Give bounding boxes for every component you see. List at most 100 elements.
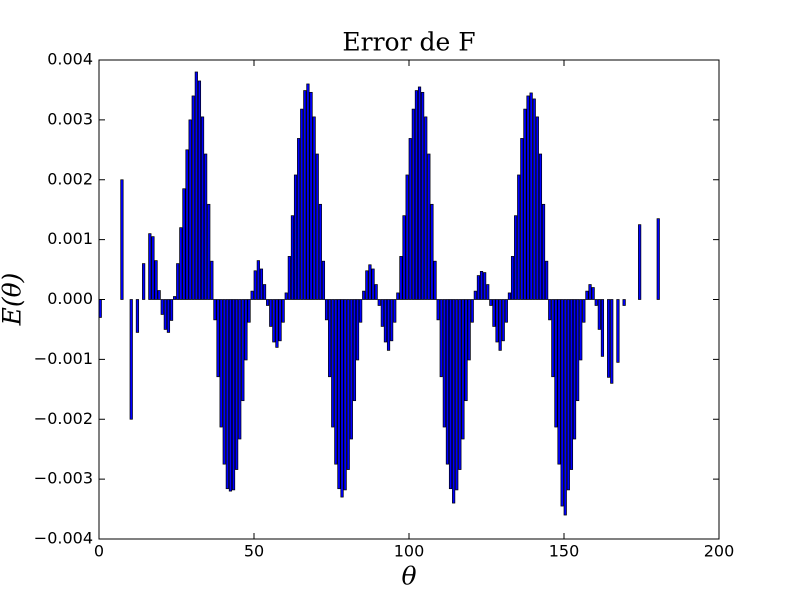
bar	[557, 299, 561, 465]
y-tick-label: 0.002	[47, 169, 93, 188]
x-tick-label: 150	[549, 542, 580, 561]
bar	[520, 138, 524, 300]
bar	[600, 299, 605, 357]
bar	[197, 80, 202, 300]
bar	[151, 236, 155, 300]
bar	[436, 299, 440, 321]
bar	[498, 299, 502, 351]
bar	[278, 299, 282, 342]
bar	[479, 271, 484, 300]
x-tick-label: 50	[244, 542, 264, 561]
bar	[362, 290, 366, 300]
bar	[383, 299, 388, 343]
bar	[445, 299, 450, 465]
bar	[129, 299, 133, 420]
bar	[461, 299, 465, 440]
bar	[210, 260, 214, 300]
bar	[399, 256, 403, 300]
bar	[421, 91, 425, 300]
bar	[517, 174, 521, 300]
bar	[324, 299, 329, 321]
bar	[204, 153, 208, 300]
bar	[247, 299, 251, 323]
x-tick-label: 200	[704, 542, 735, 561]
bar	[526, 95, 530, 300]
bar	[532, 98, 536, 300]
bar	[386, 299, 391, 351]
bar	[176, 263, 180, 300]
bar	[219, 299, 223, 428]
x-tick-label: 100	[394, 542, 425, 561]
bar	[275, 299, 279, 348]
bar	[514, 215, 518, 300]
bar	[452, 299, 456, 504]
bar	[405, 174, 409, 300]
bar	[368, 264, 372, 300]
bar	[343, 299, 347, 491]
bar	[241, 299, 245, 402]
bar	[371, 268, 375, 300]
y-tick-label: 0.000	[47, 289, 93, 308]
bar	[231, 299, 236, 491]
bar	[374, 284, 378, 300]
bar	[297, 138, 301, 300]
bar	[566, 299, 570, 491]
bar	[510, 256, 515, 300]
bar	[200, 116, 205, 300]
bar	[424, 116, 428, 300]
bar	[306, 83, 310, 300]
bar	[483, 272, 487, 300]
bar	[656, 218, 660, 300]
bar	[331, 299, 335, 428]
bar	[346, 299, 350, 470]
bar	[340, 299, 344, 498]
bar	[585, 290, 589, 300]
bar	[287, 256, 291, 300]
bar	[157, 290, 161, 300]
bar	[507, 292, 512, 300]
bar	[545, 260, 549, 300]
bar	[163, 299, 167, 330]
bar	[269, 299, 273, 327]
bar	[538, 153, 543, 300]
bar	[572, 299, 577, 440]
bar	[169, 299, 174, 321]
bar	[225, 299, 229, 490]
bar	[551, 299, 555, 378]
bar	[321, 260, 326, 300]
bar	[393, 299, 397, 323]
bar	[259, 268, 264, 300]
bar	[408, 138, 412, 300]
bar	[235, 299, 239, 470]
y-tick-label: 0.003	[47, 109, 93, 128]
y-tick-label: −0.003	[34, 469, 93, 488]
bar	[120, 179, 124, 300]
x-tick-label: 0	[94, 542, 104, 561]
bar	[473, 290, 477, 300]
bar	[430, 203, 434, 300]
bar	[582, 299, 586, 323]
bar	[560, 299, 564, 507]
bar	[300, 108, 304, 300]
y-tick-label: 0.001	[47, 229, 93, 248]
bar	[293, 174, 298, 300]
bar	[588, 284, 592, 300]
bar	[337, 299, 341, 490]
bar	[523, 108, 527, 300]
bar	[272, 299, 276, 343]
y-tick-label: −0.002	[34, 409, 93, 428]
bar	[610, 299, 614, 384]
bar	[349, 299, 353, 440]
bar	[591, 287, 595, 300]
bar	[442, 299, 446, 428]
bar	[284, 292, 288, 300]
bar	[594, 299, 598, 306]
bar	[504, 299, 508, 323]
bar	[238, 299, 242, 440]
bar	[173, 296, 177, 300]
bar	[281, 299, 285, 323]
bar	[455, 299, 459, 491]
